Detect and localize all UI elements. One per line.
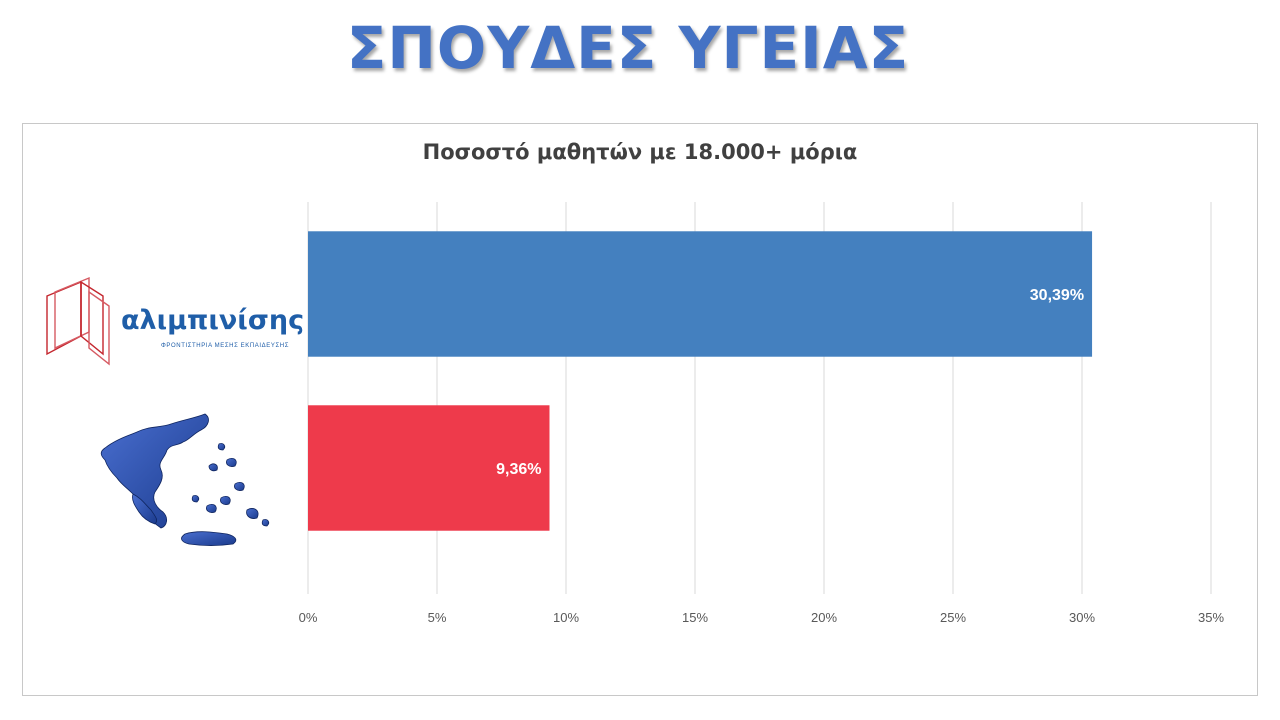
bars [308,231,1093,531]
slide-title: ΣΠΟΥΔΕΣ ΥΓΕΙΑΣ [346,14,910,82]
x-tick-label: 5% [428,610,447,625]
logo-name: αλιμπινίσης [121,305,304,336]
x-tick-label: 0% [299,610,318,625]
x-tick-label: 35% [1198,610,1224,625]
data-labels: 30,39% 9,36% [496,287,1084,478]
data-label: 9,36% [496,461,541,478]
chart-title: Ποσοστό μαθητών με 18.000+ μόρια [422,140,858,164]
chart-plot: 30,39% 9,36% 0% 5% 10% 15% 20% 25% 30% 35% αλιμπ… [46,202,1225,625]
greece-map-icon [100,413,270,546]
data-label: 30,39% [1030,287,1084,304]
bar-greece [308,405,550,531]
bar-alimpinisis [308,231,1093,357]
x-tick-label: 20% [811,610,837,625]
x-tick-label: 10% [553,610,579,625]
x-tick-label: 25% [940,610,966,625]
chart-area: Ποσοστό μαθητών με 18.000+ μόρια 30,39% 9… [22,123,1258,696]
alimpinisis-logo: αλιμπινίσης ΦΡΟΝΤΙΣΤΗΡΙΑ ΜΕΣΗΣ ΕΚΠΑΙΔΕΥΣ… [46,276,304,366]
book-icon [46,276,110,366]
x-tick-label: 15% [682,610,708,625]
x-axis-ticks: 0% 5% 10% 15% 20% 25% 30% 35% [299,610,1225,625]
x-tick-label: 30% [1069,610,1095,625]
logo-tagline: ΦΡΟΝΤΙΣΤΗΡΙΑ ΜΕΣΗΣ ΕΚΠΑΙΔΕΥΣΗΣ [161,343,289,349]
